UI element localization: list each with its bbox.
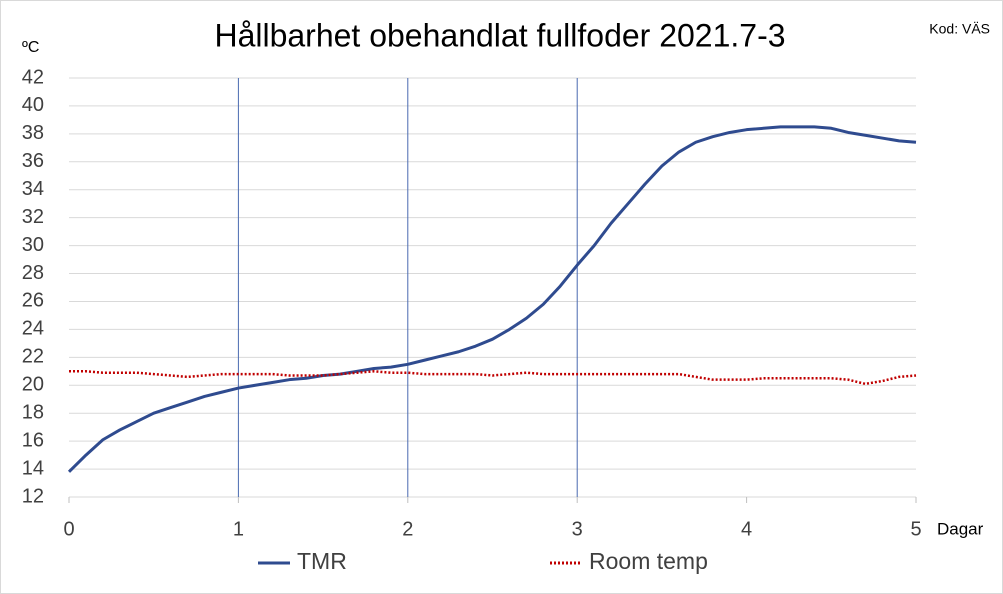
legend-label: Room temp (589, 548, 708, 574)
y-tick-label: 16 (22, 429, 44, 451)
y-tick-label: 36 (22, 150, 44, 172)
x-tick-label: 3 (572, 518, 583, 540)
code-label: Kod: VÄS (929, 21, 990, 37)
y-tick-label: 26 (22, 290, 44, 312)
y-tick-label: 14 (22, 457, 44, 479)
y-tick-label: 42 (22, 66, 44, 88)
y-tick-label: 30 (22, 234, 44, 256)
legend-label: TMR (297, 548, 347, 574)
y-tick-label: 38 (22, 122, 44, 144)
y-tick-label: 32 (22, 206, 44, 228)
y-tick-label: 18 (22, 401, 44, 423)
y-axis-label: ºC (22, 39, 39, 56)
y-tick-label: 22 (22, 346, 44, 368)
x-tick-label: 1 (233, 518, 244, 540)
x-tick-label: 2 (402, 518, 413, 540)
y-tick-label: 34 (22, 178, 44, 200)
y-tick-label: 24 (22, 318, 44, 340)
y-tick-label: 40 (22, 94, 44, 116)
data-line (67, 125, 917, 473)
y-tick-label: 20 (22, 374, 44, 396)
x-tick-label: 5 (910, 518, 921, 540)
x-axis-label: Dagar (937, 519, 984, 538)
x-tick-label: 0 (63, 518, 74, 540)
y-tick-label: 28 (22, 262, 44, 284)
chart-title: Hållbarhet obehandlat fullfoder 2021.7-3 (214, 17, 785, 53)
y-tick-label: 12 (22, 485, 44, 507)
x-tick-label: 4 (741, 518, 752, 540)
data-line (69, 370, 917, 386)
